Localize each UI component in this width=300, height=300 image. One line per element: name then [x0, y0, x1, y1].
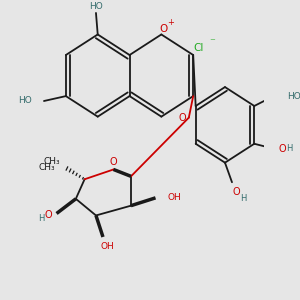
- Text: H: H: [240, 194, 247, 203]
- Text: O: O: [279, 144, 286, 154]
- Text: O: O: [159, 24, 167, 34]
- Text: HO: HO: [288, 92, 300, 101]
- Text: ⁻: ⁻: [209, 37, 215, 47]
- Text: O: O: [45, 211, 52, 220]
- Text: O: O: [178, 112, 186, 123]
- Text: +: +: [167, 18, 173, 27]
- Text: OH: OH: [168, 193, 182, 202]
- Text: CH₃: CH₃: [44, 157, 60, 166]
- Text: OH: OH: [100, 242, 114, 251]
- Text: O: O: [232, 187, 240, 197]
- Text: CH₃: CH₃: [38, 163, 55, 172]
- Text: Cl: Cl: [193, 43, 203, 53]
- Text: O: O: [110, 157, 117, 166]
- Text: H: H: [38, 214, 44, 223]
- Text: HO: HO: [18, 97, 32, 106]
- Text: H: H: [286, 144, 292, 153]
- Text: HO: HO: [89, 2, 103, 10]
